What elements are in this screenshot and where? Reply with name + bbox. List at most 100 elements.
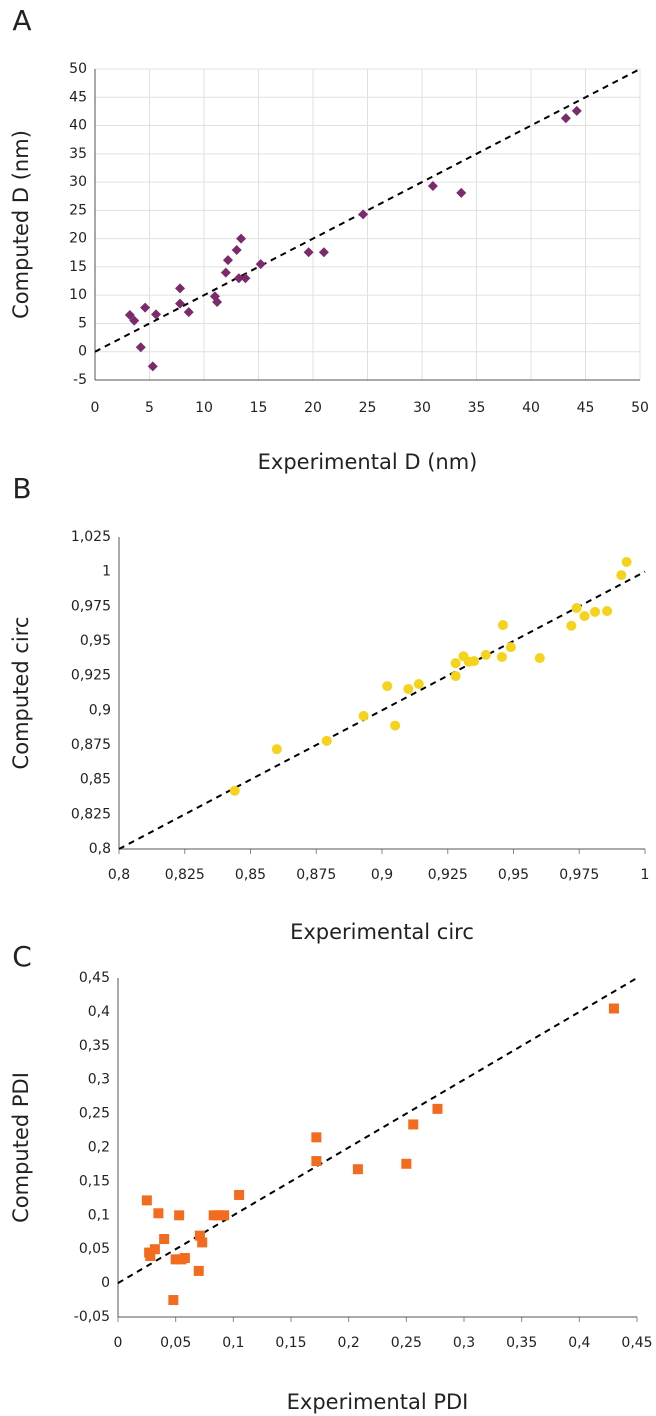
y-tick-label: 0,45 bbox=[79, 970, 110, 986]
y-tick-label: 0 bbox=[78, 344, 87, 360]
x-tick-label: 0,875 bbox=[296, 867, 336, 883]
point bbox=[602, 606, 613, 617]
panel-label: B bbox=[12, 472, 31, 505]
y-tick-label: 5 bbox=[78, 315, 87, 331]
x-axis-label: Experimental circ bbox=[290, 920, 474, 944]
point bbox=[571, 602, 582, 613]
x-tick-label: 0,825 bbox=[165, 867, 205, 883]
y-tick-label: 10 bbox=[69, 287, 87, 303]
y-tick-label: 0,15 bbox=[79, 1173, 110, 1189]
point bbox=[321, 735, 332, 746]
y-tick-label: 25 bbox=[69, 202, 87, 218]
point bbox=[151, 309, 162, 320]
point bbox=[390, 720, 401, 731]
point bbox=[213, 1210, 224, 1221]
y-axis-label: Computed D (nm) bbox=[9, 130, 33, 319]
point bbox=[427, 181, 438, 192]
point bbox=[382, 681, 393, 692]
x-tick-label: 20 bbox=[304, 400, 322, 416]
point bbox=[236, 233, 247, 244]
point bbox=[571, 105, 582, 116]
y-tick-label: 30 bbox=[69, 174, 87, 190]
point bbox=[590, 606, 601, 617]
point bbox=[311, 1156, 322, 1167]
point bbox=[579, 611, 590, 622]
point bbox=[183, 307, 194, 318]
y-tick-label: 0,85 bbox=[80, 772, 111, 788]
y-axis-label: Computed PDI bbox=[9, 1072, 33, 1223]
point bbox=[456, 187, 467, 198]
point bbox=[566, 620, 577, 631]
point bbox=[616, 570, 627, 581]
point bbox=[124, 309, 135, 320]
y-tick-label: 0,925 bbox=[71, 668, 111, 684]
x-tick-label: 25 bbox=[359, 400, 377, 416]
y-axis-label: Computed circ bbox=[9, 617, 33, 770]
point bbox=[129, 315, 140, 326]
x-tick-label: 50 bbox=[631, 400, 649, 416]
point bbox=[194, 1230, 205, 1241]
x-tick-label: 0,975 bbox=[559, 867, 599, 883]
x-tick-label: 0,9 bbox=[371, 867, 393, 883]
y-tick-label: 0,3 bbox=[88, 1072, 110, 1088]
point bbox=[135, 342, 146, 353]
point bbox=[168, 1295, 179, 1306]
point bbox=[311, 1132, 322, 1143]
y-tick-label: 50 bbox=[69, 61, 87, 77]
point bbox=[496, 651, 507, 662]
y-tick-label: 0,875 bbox=[71, 737, 111, 753]
point bbox=[147, 361, 158, 372]
y-tick-label: 0,9 bbox=[89, 702, 111, 718]
x-tick-label: 0,05 bbox=[160, 1335, 191, 1351]
x-axis-label: Experimental PDI bbox=[287, 1390, 469, 1414]
point bbox=[140, 302, 151, 313]
x-tick-label: 45 bbox=[577, 400, 595, 416]
point bbox=[450, 671, 461, 682]
x-tick-label: 0 bbox=[114, 1335, 123, 1351]
point bbox=[229, 785, 240, 796]
point bbox=[560, 113, 571, 124]
x-tick-label: 0,85 bbox=[235, 867, 266, 883]
point bbox=[222, 255, 233, 266]
point bbox=[145, 1250, 156, 1261]
x-tick-label: 0 bbox=[91, 400, 100, 416]
point bbox=[469, 656, 480, 667]
y-tick-label: 0,4 bbox=[88, 1004, 110, 1020]
x-tick-label: 0,925 bbox=[428, 867, 468, 883]
y-tick-label: 0,25 bbox=[79, 1106, 110, 1122]
point bbox=[170, 1254, 181, 1265]
y-tick-label: -0,05 bbox=[74, 1309, 110, 1325]
y-tick-label: 1 bbox=[102, 564, 111, 580]
point bbox=[271, 744, 282, 755]
point bbox=[358, 710, 369, 721]
point bbox=[497, 620, 508, 631]
x-tick-label: 0,35 bbox=[506, 1335, 537, 1351]
point bbox=[358, 209, 369, 220]
point bbox=[149, 1244, 160, 1255]
point bbox=[141, 1195, 152, 1206]
x-tick-label: 0,45 bbox=[621, 1335, 652, 1351]
identity-line bbox=[94, 68, 641, 353]
point bbox=[220, 267, 231, 278]
y-tick-label: 0 bbox=[101, 1275, 110, 1291]
point bbox=[175, 298, 186, 309]
point bbox=[408, 1119, 419, 1130]
x-tick-label: 35 bbox=[468, 400, 486, 416]
panel-label: C bbox=[12, 940, 32, 973]
point bbox=[413, 678, 424, 689]
y-tick-label: 0,05 bbox=[79, 1241, 110, 1257]
x-tick-label: 0,3 bbox=[453, 1335, 475, 1351]
x-tick-label: 1 bbox=[641, 867, 650, 883]
x-axis-label: Experimental D (nm) bbox=[258, 450, 478, 474]
x-tick-label: 0,15 bbox=[275, 1335, 306, 1351]
y-tick-label: 1,025 bbox=[71, 529, 111, 545]
x-tick-label: 0,95 bbox=[498, 867, 529, 883]
point bbox=[153, 1208, 164, 1219]
y-tick-label: 20 bbox=[69, 231, 87, 247]
point bbox=[219, 1210, 230, 1221]
point bbox=[193, 1265, 204, 1276]
point bbox=[197, 1237, 208, 1248]
point bbox=[174, 1210, 185, 1221]
x-tick-label: 5 bbox=[145, 400, 154, 416]
x-tick-label: 0,2 bbox=[338, 1335, 360, 1351]
